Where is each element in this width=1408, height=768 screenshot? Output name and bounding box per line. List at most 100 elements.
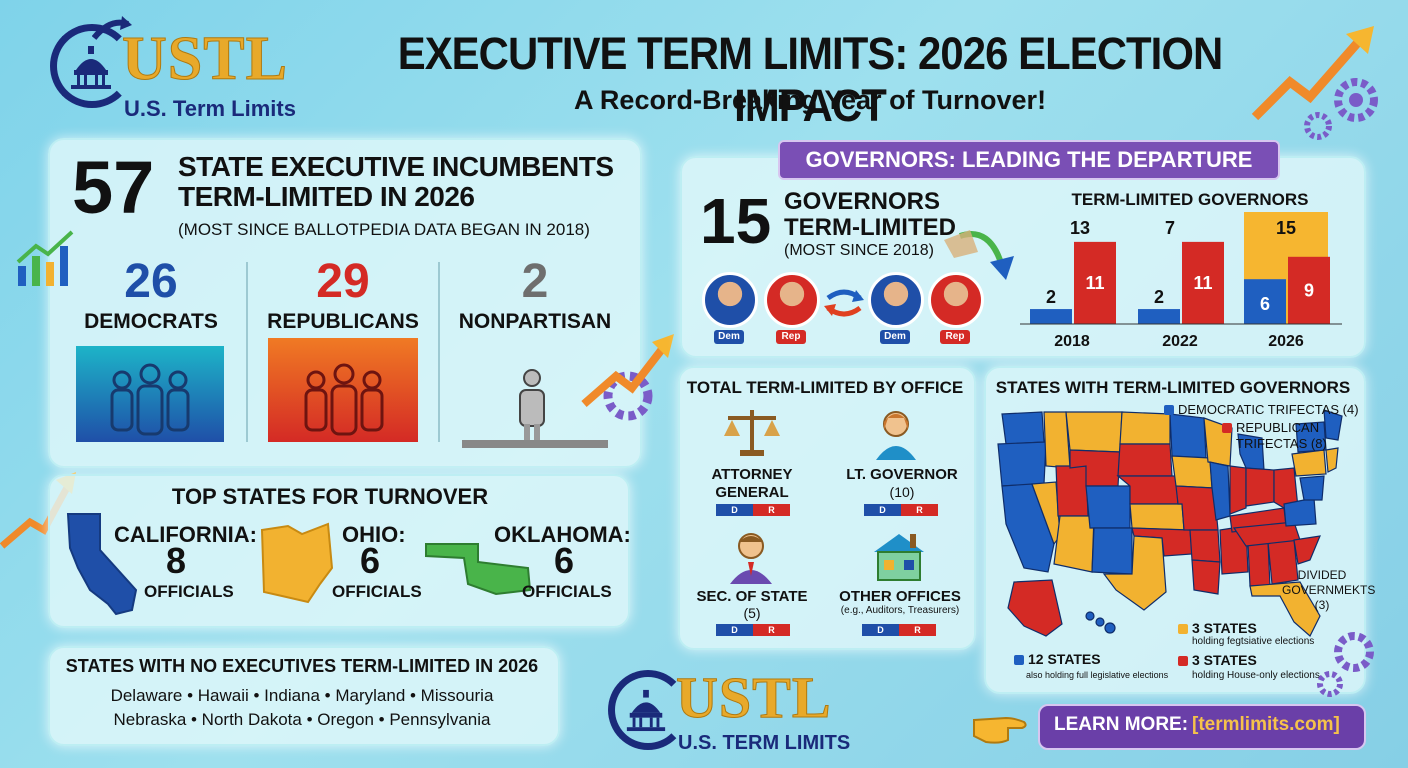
note-blue-swatch: [1014, 655, 1024, 665]
page-title: EXECUTIVE TERM LIMITS: 2026 ELECTION IMP…: [397, 28, 1224, 131]
bar-dem-2026: [1244, 279, 1286, 324]
governor-photo-3: [868, 272, 924, 328]
governors-line-2: TERM-LIMITED: [784, 214, 956, 241]
bar-dem-2018: [1030, 309, 1072, 324]
logo-ring: [50, 24, 134, 108]
middle-arrow-gear-icon: [581, 334, 674, 421]
no-exec-line-2: Nebraska • North Dakota • Oregon • Penns…: [113, 710, 491, 729]
logo-text: USTL: [122, 25, 288, 93]
legend-rep-label-2: TRIFECTAS (8): [1236, 436, 1327, 451]
learn-more-button[interactable]: [1038, 704, 1366, 750]
footer-logo: USTL U.S. TERM LIMITS: [604, 660, 884, 760]
office-sos-dr-bar: D R: [716, 624, 790, 636]
office-lt-gov-d: D: [864, 504, 901, 516]
secretary-person-icon: [730, 533, 772, 584]
x-tick-2022: 2022: [1162, 333, 1198, 350]
governors-banner: GOVERNORS: LEADING THE DEPARTURE: [778, 140, 1280, 180]
learn-more-link[interactable]: [termlimits.com]: [1192, 714, 1340, 735]
divider-1: [246, 262, 248, 442]
oklahoma-count: 6: [553, 540, 575, 581]
no-exec-line-1: Delaware • Hawaii • Indiana • Maryland •…: [110, 686, 494, 705]
lt-governor-person-icon: [876, 411, 916, 460]
office-ag-r: R: [753, 504, 790, 516]
office-other-name: OTHER OFFICES: [839, 588, 961, 605]
footer-capitol-icon: [626, 689, 666, 732]
rep-people-icon: [304, 363, 384, 436]
bar-rep-2026: [1288, 256, 1330, 324]
office-sos-r: R: [753, 624, 790, 636]
office-ag-name2: GENERAL: [715, 484, 789, 501]
bar-total-label-2022: 7: [1165, 218, 1175, 238]
capitol-icon: [71, 46, 111, 89]
office-ag-d: D: [716, 504, 753, 516]
swap-arrows-icon: [824, 289, 864, 317]
dem-people-icon: [110, 363, 190, 436]
chart-title: TERM-LIMITED GOVERNORS: [1071, 190, 1309, 209]
oklahoma-unit: OFFICIALS: [522, 582, 612, 601]
no-exec-panel: [48, 646, 560, 746]
nonpartisan-label: NONPARTISAN: [458, 310, 612, 333]
ohio-unit: OFFICIALS: [332, 582, 422, 601]
bar-rep-2022: [1182, 241, 1224, 324]
note-red-swatch: [1178, 656, 1188, 666]
ohio-count: 6: [359, 540, 381, 581]
header-logo: USTL U.S. Term Limits: [44, 14, 334, 124]
office-lt-gov-r: R: [901, 504, 938, 516]
governors-chart: 2 11 13 2018 2 11 7 2022 6 9 15 2026: [1020, 212, 1342, 350]
note-yellow-sub: holding fegtsiative elections: [1192, 636, 1315, 647]
dem-label: DEMOCRATS: [84, 310, 218, 333]
note-blue-title: 12 STATES: [1028, 651, 1101, 667]
x-tick-2026: 2026: [1268, 333, 1304, 350]
bar-total-label-2026: 15: [1276, 218, 1296, 238]
logo-subtext: U.S. Term Limits: [124, 96, 296, 121]
divided-label-1: DIVIDED: [1297, 568, 1347, 582]
ohio-shape-icon: [260, 522, 334, 604]
bar-dem-label-2026: 6: [1260, 294, 1270, 314]
legend-dem-label: DEMOCRATIC TRIFECTAS (4): [1178, 402, 1359, 417]
governor-photo-2: [764, 272, 820, 328]
office-other-dr-bar: D R: [862, 624, 936, 636]
no-exec-title: STATES WITH NO EXECUTIVES TERM-LIMITED I…: [65, 656, 539, 676]
pointing-hand-icon: [973, 716, 1027, 744]
office-lt-gov-name: LT. GOVERNOR: [846, 466, 958, 483]
scales-of-justice-icon: [724, 410, 780, 456]
dem-box: [76, 346, 224, 442]
governor-photo-1: [702, 272, 758, 328]
bar-dem-2022: [1138, 309, 1180, 324]
x-tick-2018: 2018: [1054, 333, 1090, 350]
gears-icon: [1304, 78, 1378, 140]
nonpartisan-base: [462, 440, 608, 448]
note-blue-sub: also holding full legislative elections: [1026, 670, 1169, 680]
governors-arrow-icon: [944, 230, 1014, 280]
footer-logo-text: USTL: [676, 665, 832, 730]
oklahoma-shape-icon: [425, 543, 532, 596]
note-red-sub: holding House-only elections: [1192, 670, 1320, 681]
oklahoma-name: OKLAHOMA:: [494, 522, 631, 547]
california-unit: OFFICIALS: [144, 582, 234, 601]
office-ag-dr-bar: D R: [716, 504, 790, 516]
legend-rep-swatch: [1222, 423, 1232, 433]
office-ag-name: ATTORNEY: [711, 466, 793, 483]
governors-count: 15: [700, 185, 772, 257]
office-other-d: D: [862, 624, 899, 636]
us-map: [997, 409, 1343, 637]
governor-photo-4: [928, 272, 984, 328]
legend-dem-swatch: [1164, 405, 1174, 415]
map-gears-icon: [1317, 632, 1374, 697]
office-other-count: (e.g., Auditors, Treasurers): [840, 605, 960, 616]
governors-line-1: GOVERNORS: [784, 188, 941, 215]
by-office-title: TOTAL TERM-LIMITED BY OFFICE: [686, 378, 964, 397]
california-count: 8: [165, 540, 187, 581]
california-shape-icon: [66, 513, 138, 616]
governors-note: (MOST SINCE 2018): [784, 242, 934, 259]
bar-rep-label-2022: 11: [1193, 273, 1212, 293]
governor-tag-4: Rep: [940, 330, 970, 344]
top-states-title: TOP STATES FOR TURNOVER: [171, 484, 489, 509]
rep-label: REPUBLICANS: [267, 310, 419, 333]
office-other-r: R: [899, 624, 936, 636]
bar-total-label-2018: 13: [1070, 218, 1090, 238]
footer-logo-subtext: U.S. TERM LIMITS: [678, 732, 851, 754]
learn-more-label[interactable]: LEARN MORE:: [1054, 714, 1189, 735]
logo-arrow-icon: [92, 16, 132, 40]
note-yellow-title: 3 STATES: [1192, 620, 1257, 636]
